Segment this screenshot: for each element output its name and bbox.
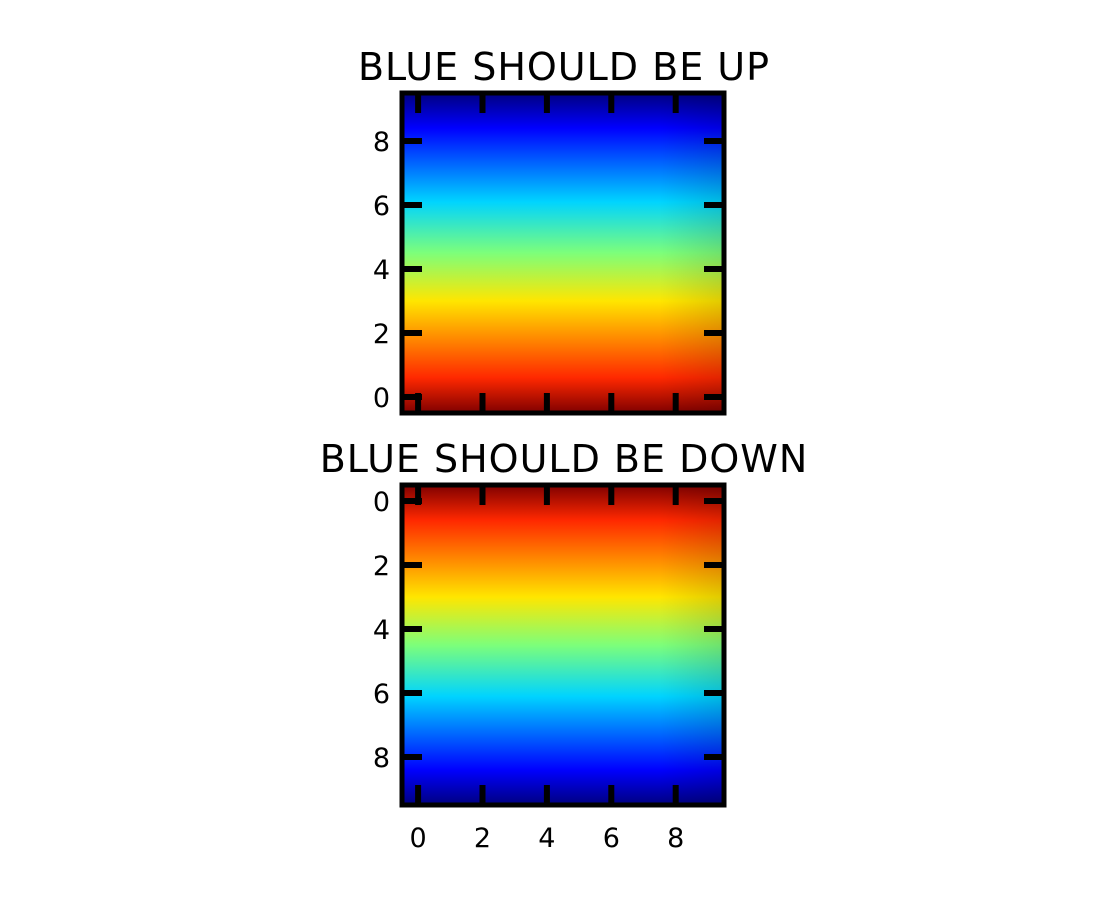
y-tick-labels-top: 0 2 4 6 8 — [373, 127, 390, 414]
y-tick-mark-left — [402, 754, 422, 760]
chart-title-top: BLUE SHOULD BE UP — [358, 45, 770, 89]
x-tick-labels-bottom: 0 2 4 6 8 — [410, 823, 685, 854]
y-tick-label: 6 — [373, 679, 390, 710]
y-tick-label: 6 — [373, 191, 390, 222]
x-tick-mark-top — [543, 93, 550, 113]
x-tick-mark-bottom — [543, 785, 550, 805]
x-tick-mark-top — [672, 485, 679, 505]
y-tick-label: 2 — [373, 319, 390, 350]
x-tick-mark-top — [479, 485, 486, 505]
y-tick-mark-right — [704, 202, 724, 208]
x-tick-mark-top — [672, 93, 679, 113]
y-tick-mark-left — [402, 330, 422, 336]
y-tick-mark-right — [704, 330, 724, 336]
y-tick-mark-right — [704, 626, 724, 632]
y-tick-mark-right — [704, 498, 724, 504]
y-tick-label: 0 — [373, 487, 390, 518]
x-tick-mark-bottom — [608, 785, 615, 805]
y-tick-mark-right — [704, 562, 724, 568]
x-tick-label: 4 — [538, 823, 555, 854]
x-tick-mark-bottom — [608, 393, 615, 413]
heatmap-shade-top — [402, 93, 724, 413]
x-tick-mark-bottom — [479, 393, 486, 413]
x-tick-mark-bottom — [415, 785, 422, 805]
x-tick-mark-bottom — [543, 393, 550, 413]
axes-frame-halo-top — [395, 86, 731, 420]
heatmap-shade-bottom — [402, 485, 724, 805]
x-tick-mark-top — [479, 93, 486, 113]
y-tick-label: 4 — [373, 615, 390, 646]
y-tick-label: 8 — [373, 743, 390, 774]
chart-panel-top: BLUE SHOULD BE UP 0 2 4 6 8 — [358, 45, 770, 420]
y-tick-labels-bottom: 0 2 4 6 8 — [373, 487, 390, 774]
x-tick-mark-bottom — [672, 393, 679, 413]
x-tick-mark-bottom — [672, 785, 679, 805]
tick-marks-top — [402, 93, 724, 413]
x-tick-label: 2 — [474, 823, 491, 854]
y-tick-mark-left — [402, 202, 422, 208]
y-tick-mark-left — [402, 138, 422, 144]
axes-frame-top — [399, 90, 727, 416]
x-tick-mark-bottom — [479, 785, 486, 805]
y-tick-label: 0 — [373, 383, 390, 414]
x-tick-mark-top — [543, 485, 550, 505]
y-tick-mark-left — [402, 394, 422, 400]
y-tick-mark-right — [704, 394, 724, 400]
axes-frame-halo-bottom — [395, 478, 731, 812]
axes-frame-bottom — [399, 482, 727, 808]
y-tick-mark-right — [704, 754, 724, 760]
tick-marks-bottom — [402, 485, 724, 805]
x-tick-mark-top — [608, 485, 615, 505]
y-tick-mark-left — [402, 690, 422, 696]
y-tick-label: 8 — [373, 127, 390, 158]
y-tick-label: 2 — [373, 551, 390, 582]
x-tick-mark-bottom — [415, 393, 422, 413]
y-tick-mark-right — [704, 138, 724, 144]
y-tick-mark-right — [704, 266, 724, 272]
x-tick-label: 0 — [410, 823, 427, 854]
y-tick-mark-left — [402, 266, 422, 272]
x-tick-label: 8 — [667, 823, 684, 854]
chart-panel-bottom: BLUE SHOULD BE DOWN 0 2 4 6 8 0 2 4 6 8 — [320, 437, 809, 854]
y-tick-mark-right — [704, 690, 724, 696]
y-tick-label: 4 — [373, 255, 390, 286]
x-tick-mark-top — [415, 93, 422, 113]
x-tick-mark-top — [415, 485, 422, 505]
y-tick-mark-left — [402, 562, 422, 568]
y-tick-mark-left — [402, 498, 422, 504]
y-tick-mark-left — [402, 626, 422, 632]
x-tick-label: 6 — [603, 823, 620, 854]
chart-title-bottom: BLUE SHOULD BE DOWN — [320, 437, 809, 481]
x-tick-mark-top — [608, 93, 615, 113]
